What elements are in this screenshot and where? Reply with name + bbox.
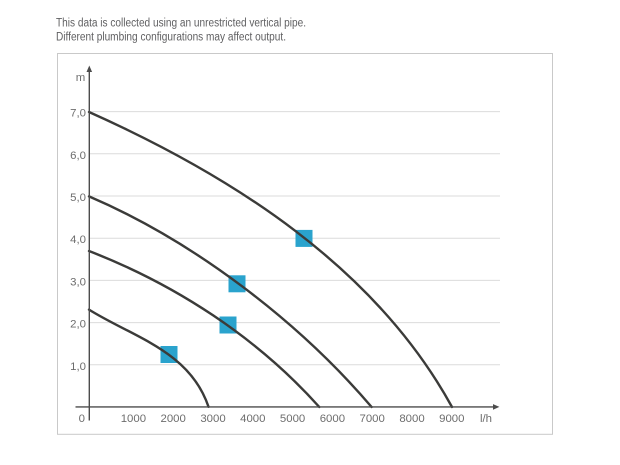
svg-text:3000: 3000	[200, 413, 225, 425]
svg-text:7,0: 7,0	[70, 108, 86, 120]
svg-text:6,0: 6,0	[70, 150, 86, 162]
svg-text:This data is collected using a: This data is collected using an unrestri…	[56, 18, 306, 30]
svg-text:9000: 9000	[439, 413, 464, 425]
svg-text:2000: 2000	[161, 413, 186, 425]
svg-text:l/h: l/h	[480, 413, 492, 425]
svg-text:2,0: 2,0	[70, 319, 86, 331]
svg-text:8000: 8000	[399, 413, 424, 425]
svg-text:6000: 6000	[320, 413, 345, 425]
svg-text:m: m	[76, 72, 86, 84]
svg-text:5,0: 5,0	[70, 192, 86, 204]
svg-text:4000: 4000	[240, 413, 265, 425]
svg-text:1000: 1000	[121, 413, 146, 425]
svg-text:3,0: 3,0	[70, 276, 86, 288]
svg-text:1,0: 1,0	[70, 361, 86, 373]
svg-text:0: 0	[79, 413, 85, 425]
svg-text:4,0: 4,0	[70, 234, 86, 246]
svg-text:Different plumbing configurati: Different plumbing configurations may af…	[56, 31, 286, 43]
svg-text:5000: 5000	[280, 413, 305, 425]
svg-text:7000: 7000	[360, 413, 385, 425]
